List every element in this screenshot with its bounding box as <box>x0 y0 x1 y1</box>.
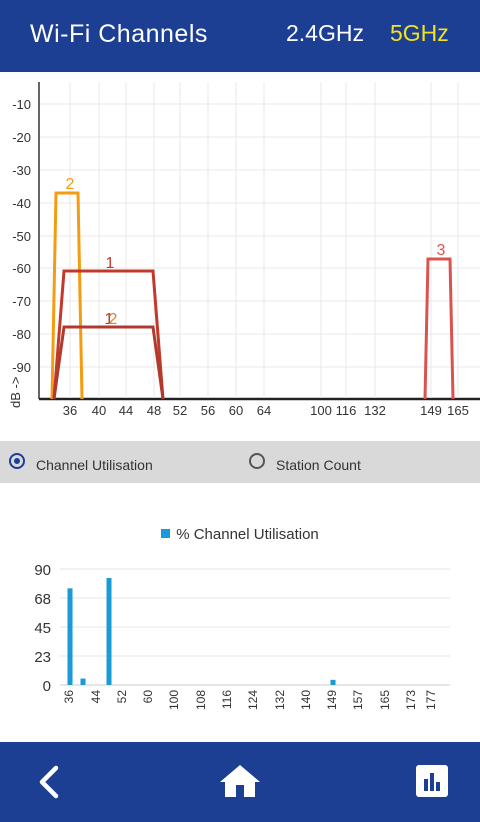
y-tick: -30 <box>12 163 31 178</box>
signal-strength-chart: -10 -20 -30 -40 -50 -60 -70 -80 -90 dB -… <box>8 82 480 418</box>
x-tick: 40 <box>92 403 106 418</box>
util-y-tick: 90 <box>34 562 51 579</box>
network-label: 3 <box>437 242 446 259</box>
util-x-tick: 124 <box>246 690 260 710</box>
signal-gridlines <box>40 82 480 398</box>
legend-swatch <box>161 529 171 538</box>
y-tick: -80 <box>12 327 31 342</box>
channel-utilisation-radio[interactable] <box>9 453 25 469</box>
home-icon[interactable] <box>218 763 262 799</box>
util-x-tick: 60 <box>141 690 155 704</box>
x-tick: 44 <box>119 403 133 418</box>
y-tick: -10 <box>12 97 31 112</box>
network-trace <box>423 257 455 400</box>
x-tick: 64 <box>257 403 271 418</box>
bottom-nav <box>0 742 480 822</box>
channel-utilisation-label[interactable]: Channel Utilisation <box>36 457 153 473</box>
util-x-tick: 177 <box>424 690 438 710</box>
network-label: 2 <box>109 311 118 328</box>
y-tick: -60 <box>12 261 31 276</box>
util-y-tick: 0 <box>43 678 51 695</box>
signal-y-axis-label: dB -> <box>8 377 23 408</box>
x-tick: 165 <box>447 403 469 418</box>
chart-mode-toggle: Channel Utilisation Station Count <box>0 441 480 483</box>
x-tick: 60 <box>229 403 243 418</box>
network-trace <box>50 191 84 400</box>
channel-utilisation-chart: 90 68 45 23 0 36 44 52 60 100 108 116 12… <box>34 562 450 710</box>
util-x-tick: 36 <box>62 690 76 704</box>
util-x-tick: 173 <box>404 690 418 710</box>
x-tick: 52 <box>173 403 187 418</box>
util-x-tick: 157 <box>351 690 365 710</box>
network-label: 1 <box>106 255 115 272</box>
y-tick: -50 <box>12 229 31 244</box>
x-tick: 100 <box>310 403 332 418</box>
util-y-tick: 68 <box>34 591 51 608</box>
utilisation-bar <box>330 679 336 685</box>
band-5ghz-button[interactable]: 5GHz <box>390 20 449 46</box>
y-tick: -20 <box>12 130 31 145</box>
y-tick: -90 <box>12 360 31 375</box>
util-x-tick: 116 <box>220 690 234 709</box>
band-24ghz-button[interactable]: 2.4GHz <box>286 20 364 46</box>
utilisation-bar <box>67 588 73 685</box>
util-x-tick: 165 <box>378 690 392 710</box>
bar-chart-icon[interactable] <box>416 765 448 797</box>
station-count-label[interactable]: Station Count <box>276 457 361 473</box>
y-tick: -40 <box>12 196 31 211</box>
x-tick: 56 <box>201 403 215 418</box>
x-tick: 132 <box>364 403 386 418</box>
legend-label: % Channel Utilisation <box>176 526 319 543</box>
utilisation-gridlines <box>60 568 450 657</box>
back-icon[interactable] <box>36 765 62 799</box>
page-title: Wi-Fi Channels <box>30 20 208 48</box>
y-tick: -70 <box>12 294 31 309</box>
util-x-tick: 100 <box>167 690 181 710</box>
utilisation-bars <box>67 578 336 685</box>
network-label: 2 <box>66 176 75 193</box>
x-tick: 149 <box>420 403 442 418</box>
x-tick: 36 <box>63 403 77 418</box>
util-y-tick: 45 <box>34 620 51 637</box>
network-label: 1 <box>105 311 114 328</box>
utilisation-bar <box>106 578 112 685</box>
utilisation-bar <box>80 678 86 685</box>
station-count-radio[interactable] <box>249 453 265 469</box>
util-x-tick: 44 <box>89 690 103 704</box>
app-header: Wi-Fi Channels 2.4GHz 5GHz <box>0 0 480 72</box>
x-tick: 116 <box>336 403 357 418</box>
network-trace <box>52 325 165 400</box>
x-tick: 48 <box>147 403 161 418</box>
util-y-tick: 23 <box>34 649 51 666</box>
util-x-tick: 108 <box>194 690 208 710</box>
util-x-tick: 132 <box>273 690 287 710</box>
network-trace <box>52 269 165 400</box>
util-x-tick: 52 <box>115 690 129 704</box>
util-x-tick: 149 <box>325 690 339 710</box>
util-x-tick: 140 <box>299 690 313 710</box>
utilisation-legend: % Channel Utilisation <box>0 526 480 543</box>
